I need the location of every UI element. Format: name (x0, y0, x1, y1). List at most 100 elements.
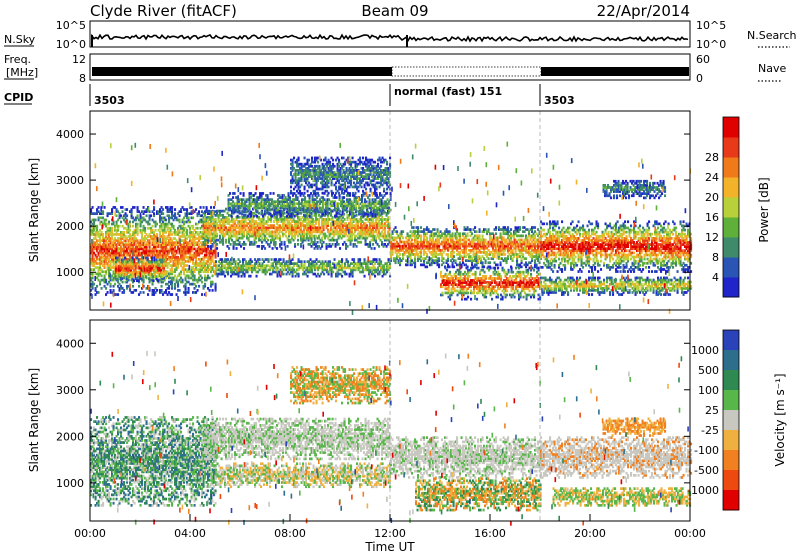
echo-cell (344, 218, 346, 221)
echo-cell (188, 287, 190, 290)
echo-cell (92, 273, 94, 276)
echo-cell (143, 291, 145, 294)
echo-cell (264, 213, 266, 216)
nave-label: Nave (758, 62, 786, 75)
echo-cell (111, 227, 113, 230)
echo-cell (98, 291, 100, 294)
echo-cell (123, 231, 125, 234)
freq-panel: Freq. [MHz] 12 8 60 0 Nave (4, 53, 786, 85)
echo-cell (387, 216, 389, 219)
freq-tick-bottom: 8 (79, 72, 86, 85)
echo-cell (182, 279, 184, 282)
echo-cell (209, 289, 211, 292)
echo-cell (364, 275, 366, 278)
echo-cell (225, 239, 227, 242)
echo-cell (354, 215, 356, 218)
echo-cell (317, 241, 319, 244)
echo-cell (239, 241, 241, 244)
echo-cell (334, 258, 336, 261)
echo-cell (107, 291, 109, 294)
noise-tick-right-top: 10^5 (696, 19, 726, 32)
echo-cell (267, 239, 269, 242)
echo-cell (283, 258, 285, 261)
echo-cell (374, 247, 376, 250)
echo-cell (346, 273, 348, 276)
echo-cell (156, 259, 158, 262)
echo-cell (323, 241, 325, 244)
echo-cell (292, 258, 294, 261)
echo-cell (280, 258, 282, 261)
echo-cell (121, 277, 123, 280)
echo-cell (197, 289, 199, 292)
echo-cell (356, 214, 358, 217)
echo-cell (186, 264, 188, 267)
echo-cell (369, 194, 371, 197)
echo-cell (289, 196, 291, 199)
echo-cell (237, 215, 239, 218)
echo-cell (174, 208, 176, 211)
station-title: Clyde River (fitACF) (90, 2, 237, 20)
echo-cell (122, 281, 124, 284)
echo-cell (225, 208, 227, 211)
echo-cell (192, 225, 194, 228)
echo-cell (364, 258, 366, 261)
echo-cell (203, 206, 205, 209)
echo-cell (301, 260, 303, 263)
echo-cell (195, 285, 197, 288)
echo-cell (96, 225, 98, 228)
echo-cell (135, 265, 137, 268)
echo-cell (212, 281, 214, 284)
echo-cell (149, 223, 151, 226)
echo-cell (339, 247, 341, 250)
echo-cell (270, 192, 272, 195)
freq-tick-top: 12 (72, 53, 86, 66)
noise-sky-trace (92, 35, 688, 41)
echo-cell (195, 208, 197, 211)
echo-cell (343, 196, 345, 199)
echo-cell (194, 275, 196, 278)
echo-cell (197, 227, 199, 230)
echo-cell (339, 194, 341, 197)
echo-cell (390, 192, 392, 195)
echo-cell (243, 192, 245, 195)
echo-cell (95, 219, 97, 222)
echo-cell (104, 206, 106, 209)
echo-cell (132, 225, 134, 228)
echo-cell (123, 289, 125, 292)
echo-cell (339, 210, 341, 213)
echo-cell (156, 289, 158, 292)
echo-cell (132, 257, 134, 260)
echo-cell (215, 260, 217, 263)
echo-cell (246, 211, 248, 214)
echo-cell (212, 275, 214, 278)
echo-cell (146, 214, 148, 217)
echo-cell (300, 212, 302, 215)
echo-cell (198, 210, 200, 213)
echo-cell (243, 247, 245, 250)
echo-cell (272, 247, 274, 250)
echo-cell (281, 247, 283, 250)
echo-cell (264, 247, 266, 250)
echo-cell (332, 243, 334, 246)
echo-cell (250, 211, 252, 214)
noise-tick-right-bottom: 10^0 (696, 38, 726, 51)
echo-cell (186, 229, 188, 232)
echo-cell (165, 219, 167, 222)
echo-cell (179, 289, 181, 292)
echo-cell (189, 221, 191, 224)
echo-cell (255, 192, 257, 195)
echo-cell (253, 215, 255, 218)
echo-cell (118, 259, 120, 262)
echo-cell (360, 241, 362, 244)
freq-label-line1: Freq. (4, 53, 31, 66)
echo-cell (276, 247, 278, 250)
echo-cell (191, 206, 193, 209)
echo-cell (98, 206, 100, 209)
echo-cell (343, 192, 345, 195)
echo-cell (92, 206, 94, 209)
echo-cell (216, 243, 218, 246)
echo-cell (119, 225, 121, 228)
echo-cell (258, 245, 260, 248)
echo-cell (204, 214, 206, 217)
echo-cell (140, 291, 142, 294)
